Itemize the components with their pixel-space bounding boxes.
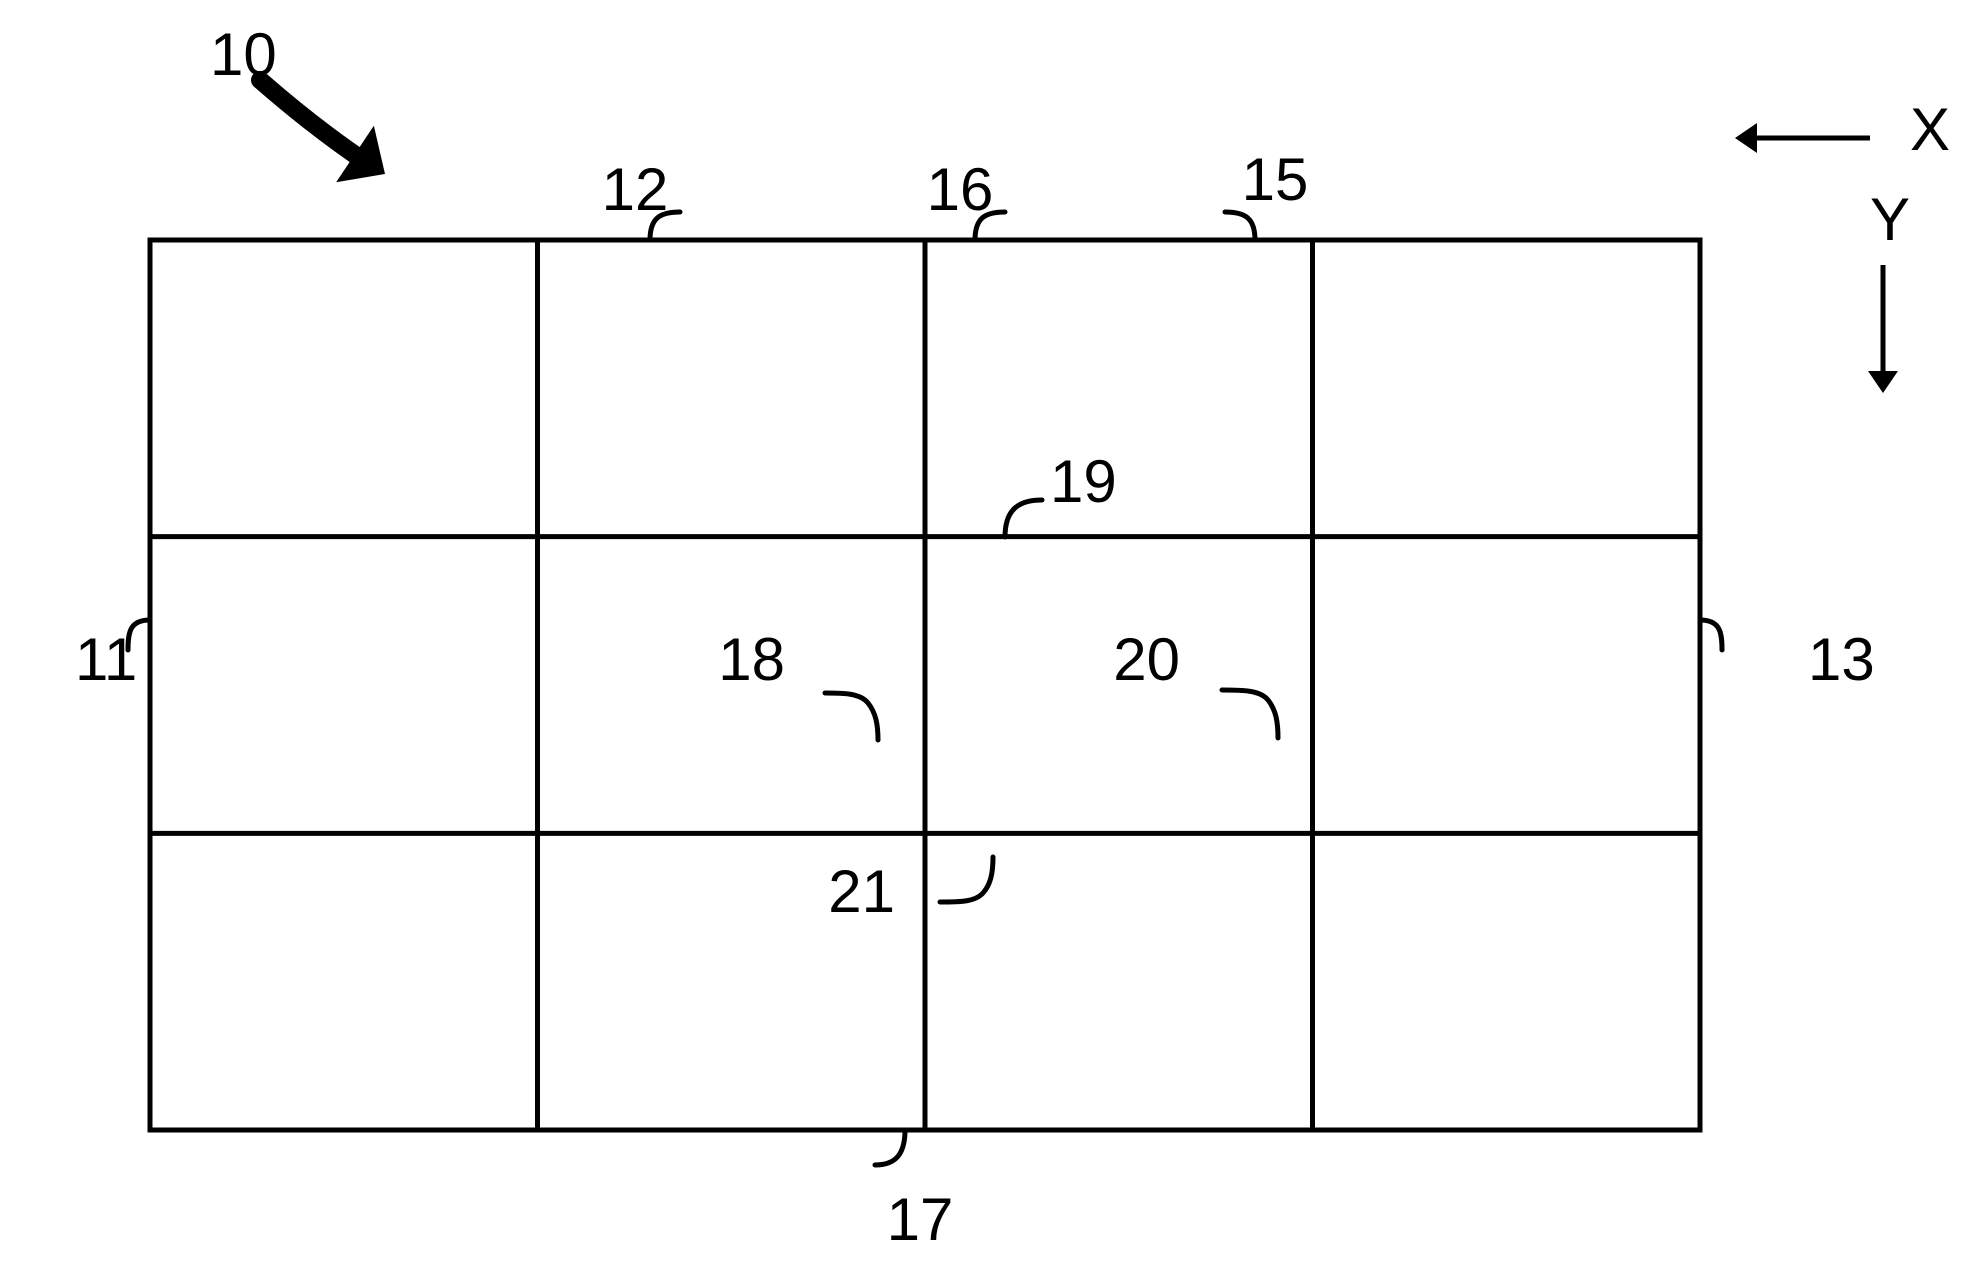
- leader-17: [875, 1130, 905, 1165]
- label-19: 19: [1050, 448, 1117, 515]
- label-11: 11: [75, 626, 137, 693]
- label-20: 20: [1113, 626, 1180, 693]
- ref-11: 11: [75, 620, 150, 693]
- leader-18: [825, 693, 878, 740]
- grid: [150, 240, 1700, 1130]
- x-axis-arrow-icon: [1735, 123, 1757, 153]
- leader-19: [1005, 500, 1042, 537]
- leader-13: [1700, 620, 1722, 650]
- axes: XY: [1735, 96, 1950, 393]
- leader-21: [940, 857, 993, 902]
- label-12: 12: [602, 156, 669, 223]
- label-21: 21: [828, 858, 895, 925]
- label-18: 18: [718, 626, 785, 693]
- ref-16: 16: [927, 156, 1005, 240]
- y-axis-arrow-icon: [1868, 371, 1898, 393]
- ref-17: 17: [875, 1130, 953, 1253]
- reference-labels: 12 16 15 19 18 20 21 11 13 17: [75, 146, 1875, 1253]
- leader-20: [1222, 690, 1278, 738]
- label-17: 17: [887, 1186, 954, 1253]
- ref-13: 13: [1700, 620, 1875, 693]
- figure-arrow-shaft: [260, 80, 370, 165]
- label-15: 15: [1242, 146, 1309, 213]
- ref-18: 18: [718, 626, 878, 740]
- label-16: 16: [927, 156, 994, 223]
- leader-15: [1225, 212, 1255, 240]
- ref-21: 21: [828, 857, 993, 925]
- y-axis-label: Y: [1870, 186, 1910, 253]
- x-axis-label: X: [1910, 96, 1950, 163]
- ref-19: 19: [1005, 448, 1117, 537]
- ref-15: 15: [1225, 146, 1308, 240]
- label-13: 13: [1808, 626, 1875, 693]
- figure-label: 10: [210, 21, 385, 182]
- ref-20: 20: [1113, 626, 1278, 738]
- ref-12: 12: [602, 156, 680, 240]
